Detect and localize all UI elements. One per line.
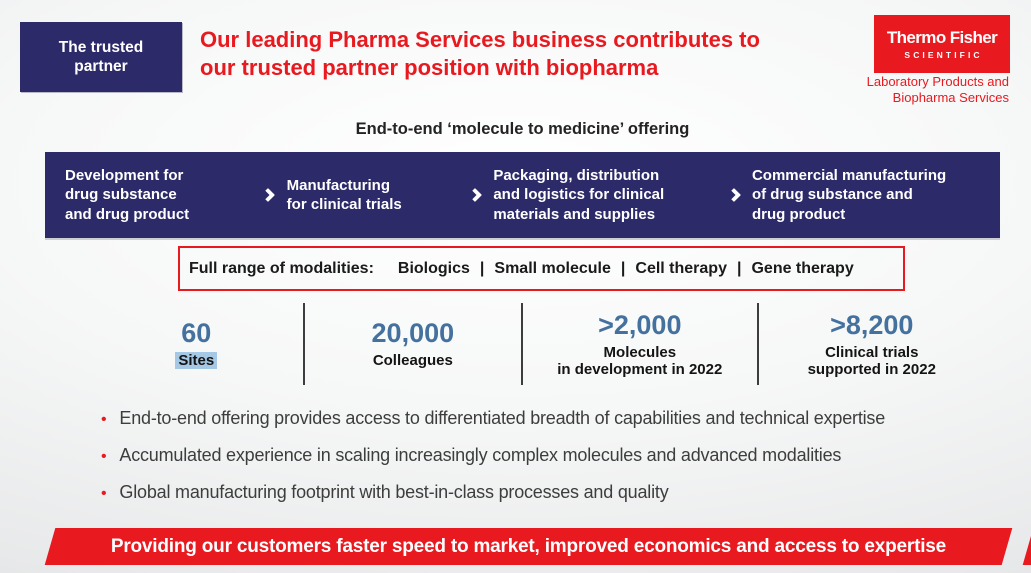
modality-separator: |	[620, 259, 626, 277]
stat-molecules: >2,000 Molecules in development in 2022	[523, 310, 756, 379]
division-line-2: Biopharma Services	[892, 89, 1009, 105]
slide-title-line-1: Our leading Pharma Services business con…	[200, 27, 760, 52]
modality-biologics: Biologics	[397, 259, 470, 277]
modalities-box: Full range of modalities: Biologics | Sm…	[178, 246, 905, 291]
badge-line-1: The trusted	[58, 39, 144, 56]
slide-title: Our leading Pharma Services business con…	[200, 26, 760, 82]
modality-separator: |	[736, 259, 742, 277]
pipeline-banner: Development for drug substance and drug …	[45, 152, 1000, 238]
chevron-right-icon	[467, 187, 483, 203]
modality-small-molecule: Small molecule	[494, 259, 611, 277]
stat-label: in development in 2022	[557, 361, 723, 378]
stat-divider	[302, 303, 305, 385]
footer-banner: Providing our customers faster speed to …	[44, 528, 1013, 565]
slide-title-line-2: our trusted partner position with biopha…	[200, 55, 659, 80]
pipeline-stage-commercial: Commercial manufacturing of drug substan…	[751, 166, 947, 223]
division-label: Laboratory Products and Biopharma Servic…	[867, 74, 1009, 105]
pipeline-stage-manufacturing: Manufacturing for clinical trials	[286, 176, 402, 214]
stat-label: supported in 2022	[807, 361, 936, 378]
division-line-1: Laboratory Products and	[866, 74, 1009, 89]
bullet-dot-icon: •	[101, 485, 107, 502]
stat-colleagues: 20,000 Colleagues	[305, 318, 522, 370]
modalities-prefix: Full range of modalities:	[189, 259, 374, 277]
pipeline-stage-development: Development for drug substance and drug …	[65, 166, 190, 223]
stats-row: 60 Sites 20,000 Colleagues >2,000 Molecu…	[90, 303, 985, 385]
badge-line-2: partner	[74, 58, 128, 75]
stat-clinical-trials: >8,200 Clinical trials supported in 2022	[759, 310, 985, 379]
footer-banner-sliver	[1022, 528, 1031, 565]
bullet-item: • End-to-end offering provides access to…	[101, 407, 885, 431]
stat-value: 20,000	[371, 318, 455, 349]
pipeline-heading: End-to-end ‘molecule to medicine’ offeri…	[355, 120, 690, 138]
modality-cell-therapy: Cell therapy	[635, 259, 727, 277]
thermo-fisher-logo: Thermo Fisher SCIENTIFIC	[874, 15, 1010, 73]
stat-sites: 60 Sites	[90, 318, 303, 370]
footer-message: Providing our customers faster speed to …	[110, 535, 947, 557]
brand-wordmark: Thermo Fisher	[886, 28, 998, 47]
stat-label: Colleagues	[372, 352, 453, 370]
chevron-right-icon	[726, 187, 741, 203]
bullet-dot-icon: •	[101, 448, 107, 465]
chevron-right-icon	[261, 187, 276, 203]
bullet-text: End-to-end offering provides access to d…	[119, 408, 886, 428]
stat-value: 60	[181, 318, 212, 349]
pipeline-stage-packaging: Packaging, distribution and logistics fo…	[493, 166, 665, 223]
bullet-dot-icon: •	[101, 411, 107, 428]
stat-label: Molecules	[603, 343, 677, 361]
stat-divider	[521, 303, 524, 385]
bullet-item: • Global manufacturing footprint with be…	[101, 481, 885, 505]
stat-value: >8,200	[830, 309, 914, 340]
modality-separator: |	[479, 259, 485, 277]
trusted-partner-badge: The trusted partner	[20, 22, 182, 92]
modality-gene-therapy: Gene therapy	[751, 259, 854, 277]
bullet-text: Accumulated experience in scaling increa…	[119, 445, 842, 465]
stat-label: Clinical trials	[825, 343, 919, 361]
stat-value: >2,000	[598, 309, 682, 340]
bullet-item: • Accumulated experience in scaling incr…	[101, 444, 885, 468]
stat-divider	[756, 303, 759, 385]
stat-label: Sites	[90, 352, 303, 370]
bullet-list: • End-to-end offering provides access to…	[101, 407, 885, 518]
brand-subtext: SCIENTIFIC	[904, 50, 983, 60]
bullet-text: Global manufacturing footprint with best…	[119, 482, 669, 502]
highlighted-text: Sites	[175, 352, 218, 370]
